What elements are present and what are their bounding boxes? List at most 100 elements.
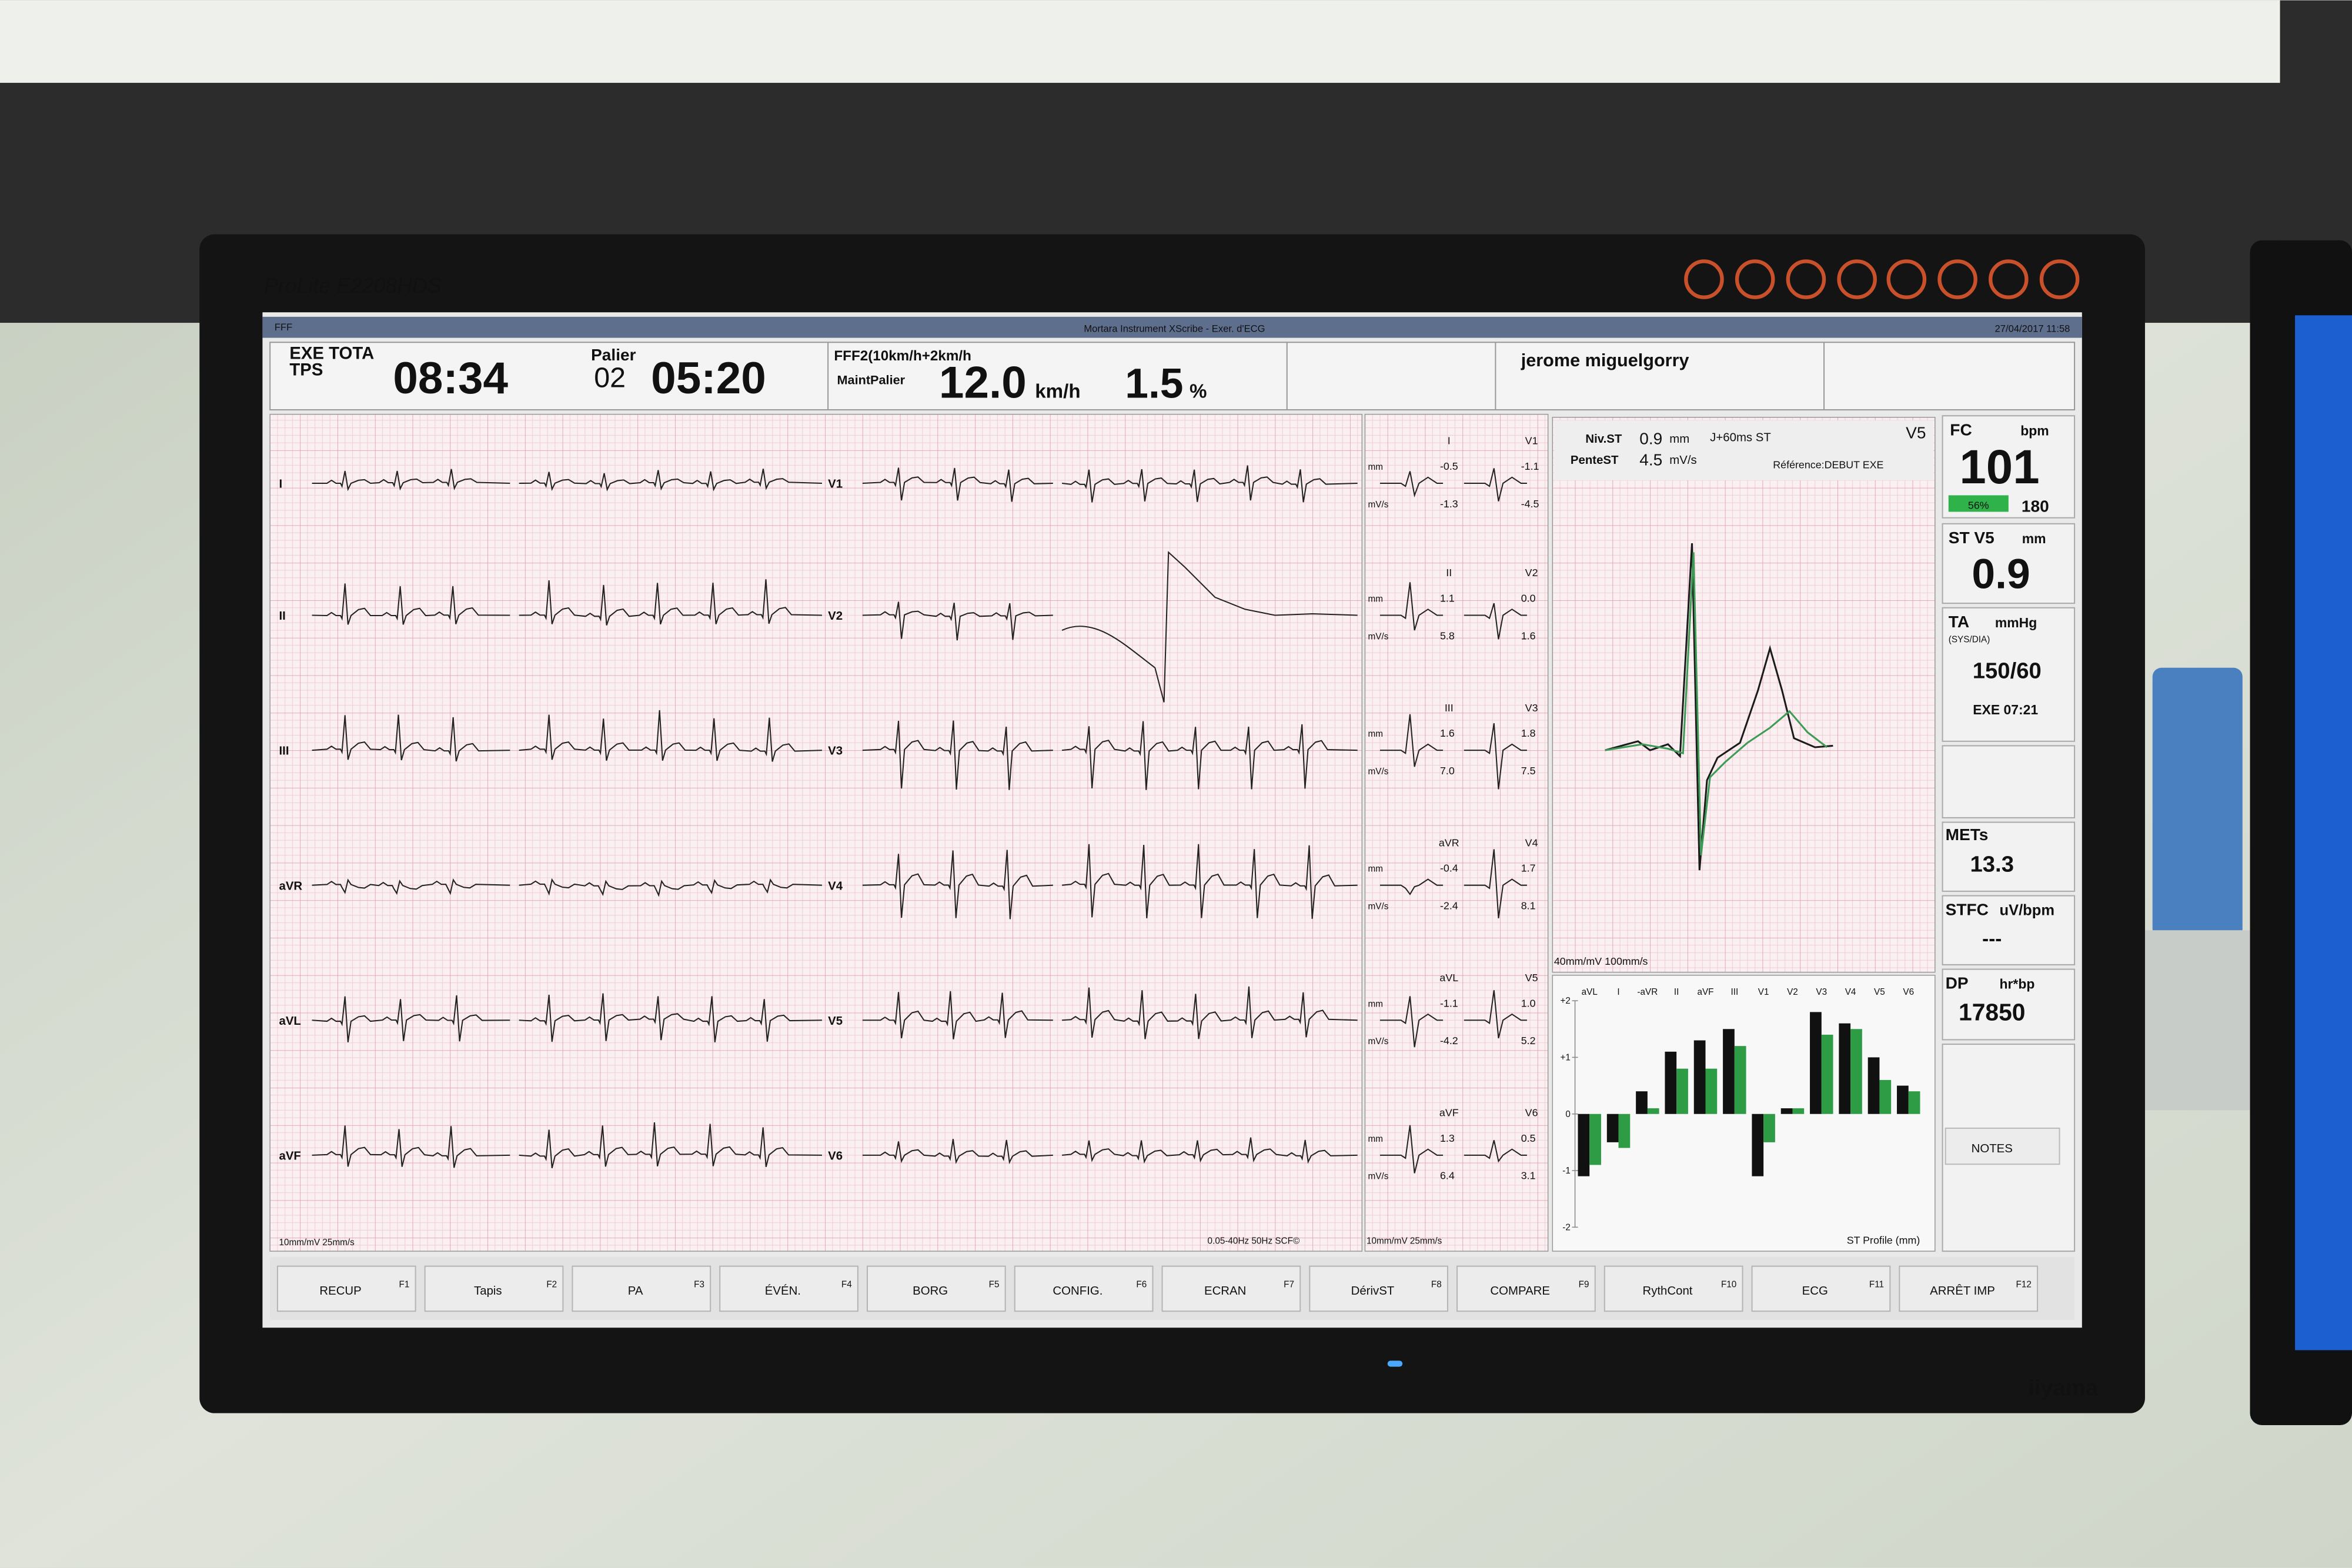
ecg-trace: [312, 714, 510, 762]
function-key-label[interactable]: ÉVÉN.: [765, 1284, 801, 1298]
median-value: 1.3: [1440, 1132, 1455, 1144]
median-value: -1.3: [1440, 498, 1458, 510]
function-key-code[interactable]: F10: [1721, 1279, 1736, 1289]
stage: 02: [594, 362, 626, 394]
bar: [1693, 1040, 1706, 1114]
bezel-icon: [1837, 259, 1877, 299]
median-lead: V6: [1525, 1107, 1538, 1119]
function-key[interactable]: [1603, 1265, 1743, 1312]
function-key[interactable]: [424, 1265, 564, 1312]
median-trace: [1379, 714, 1444, 767]
device: [2152, 667, 2243, 938]
ecg-trace: [519, 993, 822, 1042]
function-key[interactable]: [1161, 1265, 1301, 1312]
stfc-value: ---: [1982, 928, 2002, 950]
window-top: [0, 0, 2352, 83]
bar: [1879, 1079, 1892, 1114]
median-value: 0.0: [1521, 593, 1536, 604]
unit-label: mm: [1368, 462, 1383, 472]
lead-label: I: [279, 478, 282, 491]
notes-label[interactable]: NOTES: [1972, 1142, 2013, 1155]
x-tick-label: I: [1617, 987, 1619, 997]
bar: [1578, 1114, 1590, 1176]
function-key-code[interactable]: F3: [694, 1279, 704, 1289]
label: TPS: [289, 360, 323, 379]
vital-box: [1942, 821, 2076, 892]
function-key-label[interactable]: PA: [628, 1285, 643, 1298]
ecg-trace: [312, 995, 510, 1042]
ecg-trace: [1062, 986, 1358, 1039]
function-key-label[interactable]: ARRÊT IMP: [1930, 1284, 1995, 1298]
st-slope: 4.5: [1639, 450, 1662, 469]
function-key[interactable]: [1309, 1265, 1449, 1312]
reference: Référence:DEBUT EXE: [1773, 459, 1883, 471]
median-trace: [1464, 723, 1527, 790]
function-key-label[interactable]: ECRAN: [1204, 1285, 1246, 1298]
ecg-trace: [312, 878, 510, 895]
stage-time: 05:20: [651, 353, 766, 403]
function-key-label[interactable]: CONFIG.: [1053, 1285, 1102, 1298]
function-key[interactable]: [1456, 1265, 1596, 1312]
x-tick-label: V1: [1758, 987, 1769, 997]
title-datetime: 27/04/2017 11:58: [1995, 323, 2070, 334]
median-value: -0.4: [1440, 862, 1458, 874]
bar: [1867, 1057, 1880, 1114]
fc-progress: [1948, 495, 2009, 512]
power-led: [1387, 1360, 1403, 1367]
function-key-label[interactable]: Tapis: [474, 1285, 502, 1298]
function-key[interactable]: [572, 1265, 711, 1312]
function-key-label[interactable]: BORG: [913, 1285, 948, 1298]
function-key-code[interactable]: F7: [1284, 1279, 1294, 1289]
function-key-code[interactable]: F1: [399, 1279, 410, 1289]
ecg-trace: [862, 720, 1053, 790]
ecg-trace: [1062, 721, 1358, 790]
x-tick-label: III: [1730, 987, 1738, 997]
lead-label: III: [279, 745, 289, 758]
title-bar: [262, 316, 2082, 338]
vital-box: [1942, 968, 2076, 1041]
filter-label: 0.05-40Hz 50Hz SCF©: [1208, 1236, 1300, 1246]
unit: (SYS/DIA): [1949, 634, 1990, 644]
function-key[interactable]: [1751, 1265, 1891, 1312]
function-key[interactable]: [276, 1265, 416, 1312]
monitor-brand: ProLite E2208HDS: [264, 274, 442, 297]
function-key-code[interactable]: F2: [546, 1279, 557, 1289]
unit: mm: [2022, 531, 2046, 546]
vital-box: [1942, 895, 2076, 965]
ecg-trace: [862, 467, 1053, 502]
median-lead: aVL: [1439, 972, 1458, 984]
median-value: -1.1: [1521, 460, 1539, 472]
measure-point: J+60ms ST: [1710, 432, 1771, 444]
function-key-code[interactable]: F4: [841, 1279, 852, 1289]
ecg-trace: [519, 878, 822, 897]
function-key-label[interactable]: DérivST: [1351, 1285, 1395, 1298]
function-key-code[interactable]: F12: [2016, 1279, 2031, 1289]
function-key-label[interactable]: RECUP: [319, 1285, 361, 1298]
function-key-code[interactable]: F11: [1869, 1279, 1884, 1289]
label: ST V5: [1949, 529, 1994, 547]
function-key-code[interactable]: F9: [1579, 1279, 1589, 1289]
notes-button[interactable]: [1945, 1127, 2060, 1165]
zoom-trace: [1605, 552, 1828, 855]
function-key[interactable]: [1899, 1265, 2039, 1312]
ecg-trace: [312, 583, 510, 625]
function-key[interactable]: [719, 1265, 858, 1312]
median-value: 3.1: [1521, 1170, 1536, 1182]
function-key-code[interactable]: F6: [1136, 1279, 1147, 1289]
function-key[interactable]: [1014, 1265, 1154, 1312]
function-key-code[interactable]: F8: [1431, 1279, 1442, 1289]
function-key-label[interactable]: RythCont: [1642, 1285, 1692, 1298]
function-key[interactable]: [866, 1265, 1006, 1312]
function-key-label[interactable]: ECG: [1802, 1285, 1828, 1298]
function-key-code[interactable]: F5: [989, 1279, 1000, 1289]
hr-max: 180: [2022, 497, 2049, 515]
bar: [1792, 1108, 1805, 1114]
lead-label: V6: [828, 1150, 843, 1163]
patient-name: jerome miguelgorry: [1521, 350, 1689, 370]
lead-label: aVL: [279, 1015, 300, 1028]
median-trace: [1464, 990, 1527, 1039]
x-tick-label: V2: [1787, 987, 1798, 997]
ecg-trace: [519, 469, 822, 492]
chart-title: ST Profile (mm): [1847, 1234, 1920, 1246]
function-key-label[interactable]: COMPARE: [1490, 1285, 1550, 1298]
